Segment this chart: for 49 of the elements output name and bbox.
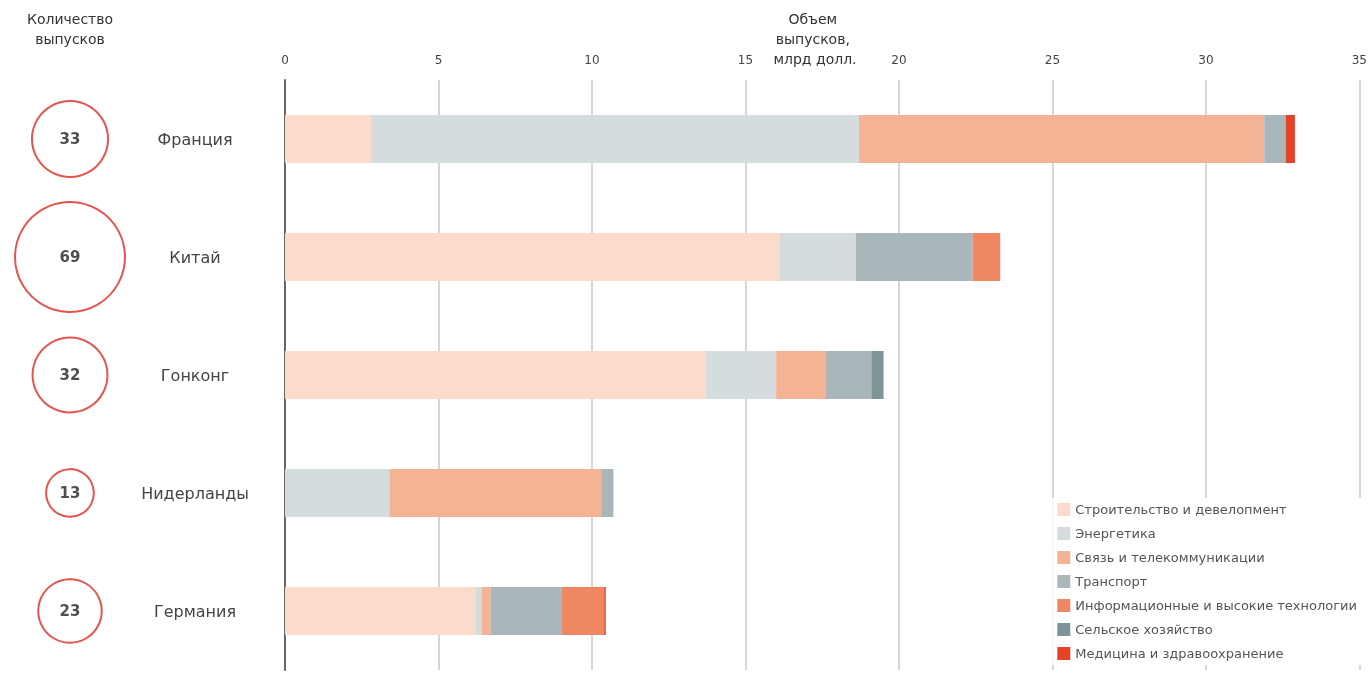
x-tick-label: 10 xyxy=(584,53,600,67)
legend-label: Транспорт xyxy=(1074,574,1148,589)
bar xyxy=(855,233,973,281)
x-tick-label: 25 xyxy=(1044,53,1061,67)
y-tick-label: Гонконг xyxy=(160,365,230,385)
bar xyxy=(1264,115,1286,163)
x-tick-label: 35 xyxy=(1351,53,1368,67)
data-label: 13 xyxy=(59,484,81,502)
legend-label: Строительство и девелопмент xyxy=(1075,502,1287,517)
bar xyxy=(561,587,605,635)
y-tick-label: Германия xyxy=(153,601,237,621)
x-tick-label: 0 xyxy=(281,53,289,67)
x-tick-label: 15 xyxy=(737,53,754,67)
bar xyxy=(490,587,562,635)
bar xyxy=(825,351,872,399)
bar xyxy=(475,587,482,635)
bar xyxy=(285,351,706,399)
text: Количество выпусков xyxy=(26,11,114,47)
x-tick-label: 5 xyxy=(434,53,443,67)
y-tick-label: Франция xyxy=(157,129,233,149)
bar xyxy=(601,469,614,517)
chart-title: Объем выпусков, млрд долл. xyxy=(773,11,857,67)
legend-label: Информационные и высокие технологии xyxy=(1075,598,1358,613)
bar xyxy=(285,115,371,163)
bar xyxy=(972,233,1001,281)
bar xyxy=(285,587,476,635)
bar xyxy=(285,469,390,517)
bar xyxy=(481,587,491,635)
legend-label: Энергетика xyxy=(1075,526,1156,541)
x-tick-label: 20 xyxy=(891,53,907,67)
data-label: 33 xyxy=(59,130,81,148)
data-label: 69 xyxy=(59,248,81,266)
data-label: 32 xyxy=(59,366,81,384)
bar xyxy=(705,351,777,399)
bar xyxy=(389,469,602,517)
bar xyxy=(871,351,884,399)
bar xyxy=(859,115,1265,163)
bar xyxy=(779,233,856,281)
y-tick-label: Китай xyxy=(169,247,221,267)
bar xyxy=(776,351,826,399)
legend-label: Медицина и здравоохранение xyxy=(1075,646,1284,661)
bar xyxy=(285,233,780,281)
data-label: 23 xyxy=(59,602,81,620)
bar xyxy=(370,115,860,163)
y-tick-label: Нидерланды xyxy=(141,483,249,503)
x-tick-label: 30 xyxy=(1198,53,1214,67)
legend-label: Сельское хозяйство xyxy=(1075,622,1213,637)
legend-label: Связь и телекоммуникации xyxy=(1075,550,1265,565)
bar xyxy=(1285,115,1295,163)
